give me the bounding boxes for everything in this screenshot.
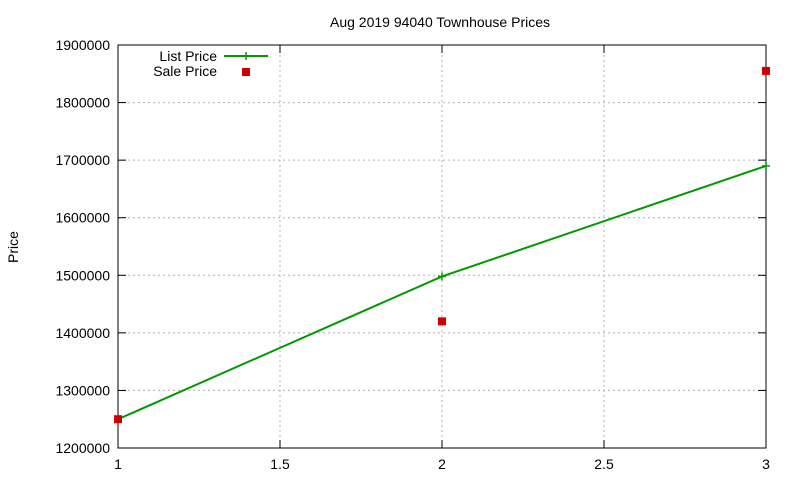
chart-title: Aug 2019 94040 Townhouse Prices — [330, 14, 550, 30]
series-layer — [114, 66, 770, 424]
y-tick-label: 1200000 — [55, 440, 110, 456]
y-tick-label: 1400000 — [55, 325, 110, 341]
y-tick-label: 1900000 — [55, 37, 110, 53]
axis-ticks: 1200000 1300000 1400000 1500000 1600000 17000… — [55, 37, 770, 472]
x-tick-label: 1 — [114, 456, 122, 472]
x-tick-label: 2 — [438, 456, 446, 472]
y-tick-label: 1600000 — [55, 210, 110, 226]
y-tick-label: 1800000 — [55, 95, 110, 111]
y-tick-label: 1500000 — [55, 267, 110, 283]
y-axis-label: Price — [5, 231, 21, 263]
x-tick-label: 2.5 — [594, 456, 614, 472]
sale-price-point — [114, 415, 122, 424]
sale-price-point — [762, 66, 770, 75]
list-price-point — [438, 272, 446, 281]
y-tick-label: 1300000 — [55, 382, 110, 398]
grid — [118, 45, 766, 448]
list-price-point — [762, 161, 770, 170]
x-tick-label: 3 — [762, 456, 770, 472]
y-tick-label: 1700000 — [55, 152, 110, 168]
x-tick-label: 1.5 — [270, 456, 290, 472]
legend-label: List Price — [159, 48, 217, 64]
sale-price-point — [438, 317, 446, 326]
legend-square-swatch — [242, 68, 250, 76]
legend-label: Sale Price — [153, 63, 217, 79]
legend-cross-swatch — [242, 52, 250, 60]
